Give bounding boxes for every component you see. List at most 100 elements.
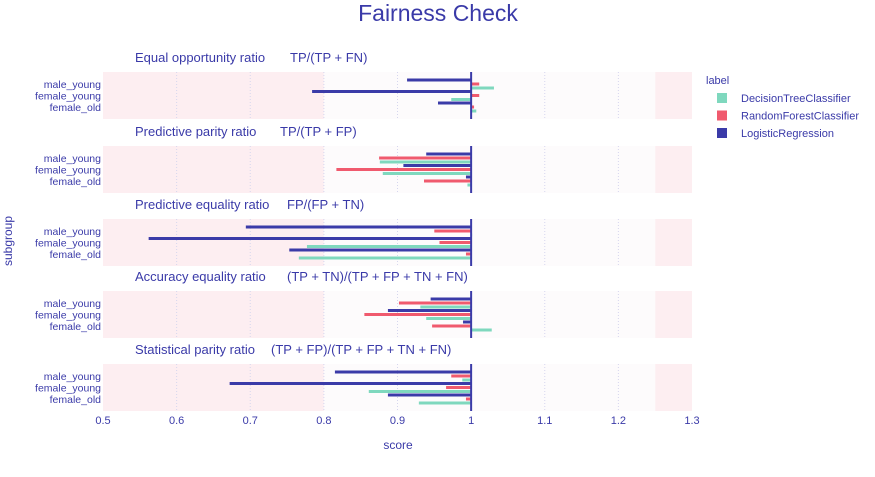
subgroup-label: male_young xyxy=(44,298,101,310)
bar-decisiontreeclassifier xyxy=(298,256,472,260)
bar-randomforestclassifier xyxy=(336,168,472,171)
bar-decisiontreeclassifier xyxy=(467,183,472,187)
bar-logisticregression xyxy=(387,393,472,397)
bar-logisticregression xyxy=(463,320,472,324)
subgroup-label: female_old xyxy=(50,394,102,406)
bar-logisticregression xyxy=(229,382,472,385)
subgroup-label: male_young xyxy=(44,226,101,238)
subgroup-label: female_young xyxy=(35,91,101,103)
legend: label DecisionTreeClassifier RandomForest… xyxy=(706,75,859,140)
bar-decisiontreeclassifier xyxy=(426,317,472,320)
bar-randomforestclassifier xyxy=(471,105,475,109)
panel-formula: FP/(FP + TN) xyxy=(287,197,364,212)
subgroup-label: female_young xyxy=(35,310,101,322)
subgroup-label: female_old xyxy=(50,176,102,188)
bar-randomforestclassifier xyxy=(424,179,472,183)
unfair-region-low xyxy=(103,291,324,338)
bar-logisticregression xyxy=(289,248,472,252)
y-axis-label: subgroup xyxy=(1,216,15,266)
unfair-region-low xyxy=(103,72,324,119)
subgroup-label: female_old xyxy=(50,102,102,114)
bar-randomforestclassifier xyxy=(465,397,472,401)
subgroup-label: male_young xyxy=(44,153,101,165)
bar-randomforestclassifier xyxy=(471,82,480,86)
bar-randomforestclassifier xyxy=(465,252,472,256)
panel-4: Accuracy equality ratio (TP + TN)/(TP + F… xyxy=(35,269,692,338)
panel-title: Predictive equality ratio xyxy=(135,197,269,212)
bar-randomforestclassifier xyxy=(471,94,480,97)
x-tick-label: 1.1 xyxy=(537,415,552,427)
x-tick-label: 0.7 xyxy=(243,415,258,427)
x-tick-label: 1.2 xyxy=(611,415,626,427)
subgroup-label: female_old xyxy=(50,249,102,261)
unfair-region-high xyxy=(655,219,692,266)
unfair-region-high xyxy=(655,291,692,338)
subgroup-label: male_young xyxy=(44,79,101,91)
x-axis-label: score xyxy=(383,438,413,452)
bar-logisticregression xyxy=(465,175,472,179)
bar-decisiontreeclassifier xyxy=(306,245,472,248)
legend-item: DecisionTreeClassifier xyxy=(741,93,851,105)
panel-1: Equal opportunity ratio TP/(TP + FN) male_… xyxy=(35,50,692,119)
bar-randomforestclassifier xyxy=(451,374,472,378)
bar-randomforestclassifier xyxy=(434,229,472,233)
x-tick-label: 1.3 xyxy=(684,415,699,427)
legend-item: LogisticRegression xyxy=(741,128,834,140)
panel-formula: (TP + FP)/(TP + FP + TN + FN) xyxy=(271,342,451,357)
panel-formula: (TP + TN)/(TP + FP + TN + FN) xyxy=(287,269,468,284)
bar-randomforestclassifier xyxy=(398,301,472,305)
bar-randomforestclassifier xyxy=(446,386,472,389)
panel-title: Equal opportunity ratio xyxy=(135,50,265,65)
bar-decisiontreeclassifier xyxy=(471,86,494,90)
bar-logisticregression xyxy=(407,78,472,82)
panel-title: Predictive parity ratio xyxy=(135,124,256,139)
bar-decisiontreeclassifier xyxy=(462,378,472,382)
legend-item: RandomForestClassifier xyxy=(741,111,859,123)
bar-randomforestclassifier xyxy=(364,313,472,316)
fair-region xyxy=(323,72,656,119)
bar-logisticregression xyxy=(312,90,472,93)
bar-decisiontreeclassifier xyxy=(471,109,477,113)
bar-decisiontreeclassifier xyxy=(382,172,472,175)
legend-swatch xyxy=(717,128,727,138)
bar-decisiontreeclassifier xyxy=(379,160,472,164)
unfair-region-high xyxy=(655,364,692,411)
bar-logisticregression xyxy=(245,225,472,229)
bar-logisticregression xyxy=(387,309,472,312)
unfair-region-high xyxy=(655,72,692,119)
panel-title: Accuracy equality ratio xyxy=(135,269,266,284)
panel-formula: TP/(TP + FN) xyxy=(290,50,367,65)
x-tick-label: 0.6 xyxy=(169,415,184,427)
bar-logisticregression xyxy=(430,297,472,301)
bar-logisticregression xyxy=(148,237,472,240)
panel-3: Predictive equality ratio FP/(FP + TN) mal… xyxy=(35,197,692,266)
bar-logisticregression xyxy=(334,370,472,374)
bar-decisiontreeclassifier xyxy=(420,305,472,309)
panel-5: Statistical parity ratio (TP + FP)/(TP + … xyxy=(35,342,692,411)
bar-decisiontreeclassifier xyxy=(418,401,472,405)
x-tick-label: 0.5 xyxy=(95,415,110,427)
x-tick-label: 1 xyxy=(468,415,474,427)
subgroup-label: male_young xyxy=(44,371,101,383)
panel-formula: TP/(TP + FP) xyxy=(280,124,357,139)
subgroup-label: female_young xyxy=(35,165,101,177)
unfair-region-high xyxy=(655,146,692,193)
bar-logisticregression xyxy=(437,101,472,105)
x-tick-label: 0.8 xyxy=(316,415,331,427)
bar-randomforestclassifier xyxy=(379,156,472,160)
bar-randomforestclassifier xyxy=(432,324,472,328)
panel-title: Statistical parity ratio xyxy=(135,342,255,357)
subgroup-label: female_young xyxy=(35,383,101,395)
bar-decisiontreeclassifier xyxy=(471,328,492,332)
bar-decisiontreeclassifier xyxy=(368,390,472,393)
unfair-region-low xyxy=(103,364,324,411)
legend-swatch xyxy=(717,93,727,103)
subgroup-label: female_young xyxy=(35,238,101,250)
x-tick-label: 0.9 xyxy=(390,415,405,427)
bar-logisticregression xyxy=(426,152,472,156)
bar-decisiontreeclassifier xyxy=(451,98,472,101)
legend-swatch xyxy=(717,110,727,121)
bar-randomforestclassifier xyxy=(439,241,472,244)
